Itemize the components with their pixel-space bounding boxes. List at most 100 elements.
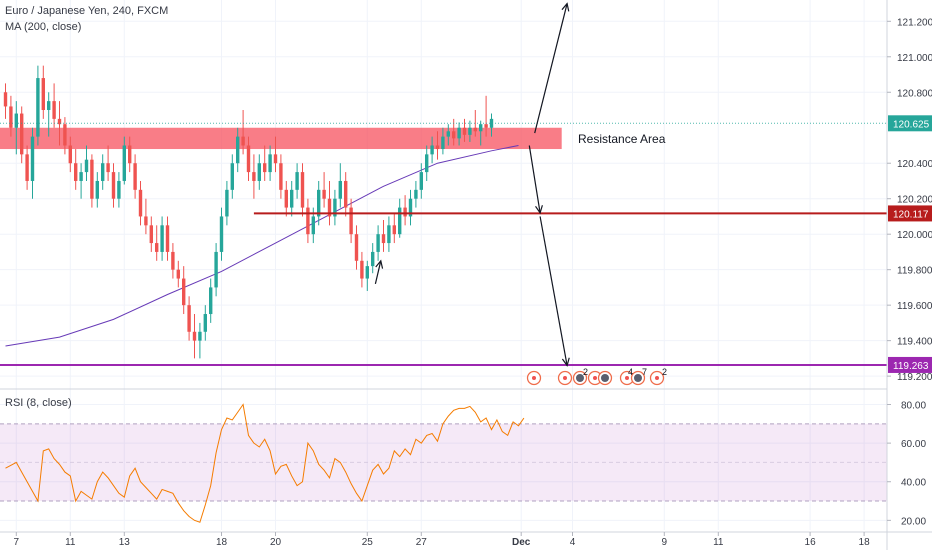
candle-body xyxy=(311,216,315,235)
candle-body xyxy=(25,154,29,181)
candle-body xyxy=(268,154,272,173)
candle-body xyxy=(290,189,294,208)
candle-body xyxy=(90,159,94,199)
candle-body xyxy=(219,216,224,252)
candle-body xyxy=(52,101,56,119)
arrow-shaft xyxy=(528,145,541,213)
chart-title: Euro / Japanese Yen, 240, FXCM xyxy=(5,5,168,17)
event-count-label: 7 xyxy=(642,367,647,377)
time-tick-label: 11 xyxy=(713,537,724,548)
candle xyxy=(441,127,445,155)
candle-body xyxy=(155,243,159,252)
candle xyxy=(63,117,67,155)
candle-body xyxy=(300,172,305,208)
candle xyxy=(133,154,137,199)
event-marker xyxy=(619,370,635,386)
candle xyxy=(117,172,121,208)
time-tick-label: 20 xyxy=(270,537,282,548)
candle xyxy=(214,243,218,297)
candle-body xyxy=(295,172,299,190)
candle xyxy=(414,180,418,208)
price-label-tag: 120.117 xyxy=(888,205,932,222)
event-marker xyxy=(526,370,542,386)
price-tick-label: 120.000 xyxy=(897,230,932,241)
candle xyxy=(20,106,24,164)
candle xyxy=(376,225,380,261)
candle-body xyxy=(14,113,18,128)
candle xyxy=(425,145,429,181)
candle-body xyxy=(468,127,472,135)
candle xyxy=(9,95,13,137)
candle xyxy=(165,216,170,261)
event-marker xyxy=(630,370,646,386)
candle xyxy=(360,251,364,288)
candle xyxy=(268,145,272,181)
price-label-tag: 119.263 xyxy=(888,356,932,373)
candle xyxy=(398,198,402,238)
candle xyxy=(306,198,310,244)
candle xyxy=(57,101,62,146)
event-marker xyxy=(572,370,588,386)
candle-body xyxy=(176,269,180,279)
event-dot xyxy=(593,376,597,380)
candle-body xyxy=(192,331,197,341)
candle xyxy=(430,136,434,164)
candle xyxy=(111,163,116,208)
candle xyxy=(187,296,191,341)
price-label-text: 120.117 xyxy=(893,209,929,220)
candle xyxy=(365,260,369,291)
candle xyxy=(25,145,29,190)
price-tick-label: 121.000 xyxy=(897,53,932,64)
candle xyxy=(322,172,326,208)
candle-body xyxy=(273,154,278,164)
candle-body xyxy=(30,136,35,181)
time-tick-label: Dec xyxy=(512,537,531,548)
arrow xyxy=(528,145,543,215)
arrow-shaft xyxy=(539,216,568,366)
candles xyxy=(3,65,494,359)
candle xyxy=(225,180,229,226)
candle-body xyxy=(106,163,110,173)
candle-body xyxy=(138,189,143,217)
price-label-bg xyxy=(888,205,932,222)
candle-body xyxy=(360,260,364,279)
candle xyxy=(41,65,45,119)
price-label-text: 120.625 xyxy=(893,119,930,130)
candle xyxy=(138,180,143,226)
candle xyxy=(14,101,18,155)
candle xyxy=(246,136,251,181)
candle xyxy=(300,163,305,217)
candle-body xyxy=(452,131,456,139)
candle xyxy=(403,195,407,226)
candle-body xyxy=(327,198,332,217)
candle xyxy=(344,172,348,217)
candle-body xyxy=(322,189,326,199)
candle-body xyxy=(122,145,126,181)
candle xyxy=(84,145,89,181)
candle-body xyxy=(462,127,467,135)
candle-body xyxy=(95,180,99,199)
candle-body xyxy=(333,198,337,217)
candle-body xyxy=(236,136,240,164)
time-tick-label: 27 xyxy=(416,537,428,548)
candle xyxy=(468,120,472,142)
candle xyxy=(489,113,494,137)
candle xyxy=(473,110,477,137)
candle-body xyxy=(160,225,164,252)
candle-body xyxy=(171,251,175,270)
time-tick-label: 9 xyxy=(662,537,668,548)
candle xyxy=(36,65,40,146)
arrow xyxy=(539,216,570,367)
price-levels xyxy=(0,122,887,366)
candle xyxy=(198,322,202,359)
event-marker xyxy=(649,370,665,386)
rsi-line xyxy=(5,403,525,523)
resistance-area-box xyxy=(0,127,562,150)
candle xyxy=(392,212,396,244)
candle-body xyxy=(133,163,137,190)
candle xyxy=(457,122,461,146)
price-tick-label: 120.400 xyxy=(897,159,932,170)
candle xyxy=(462,118,467,142)
candle-body xyxy=(446,131,450,137)
candle xyxy=(155,225,159,261)
